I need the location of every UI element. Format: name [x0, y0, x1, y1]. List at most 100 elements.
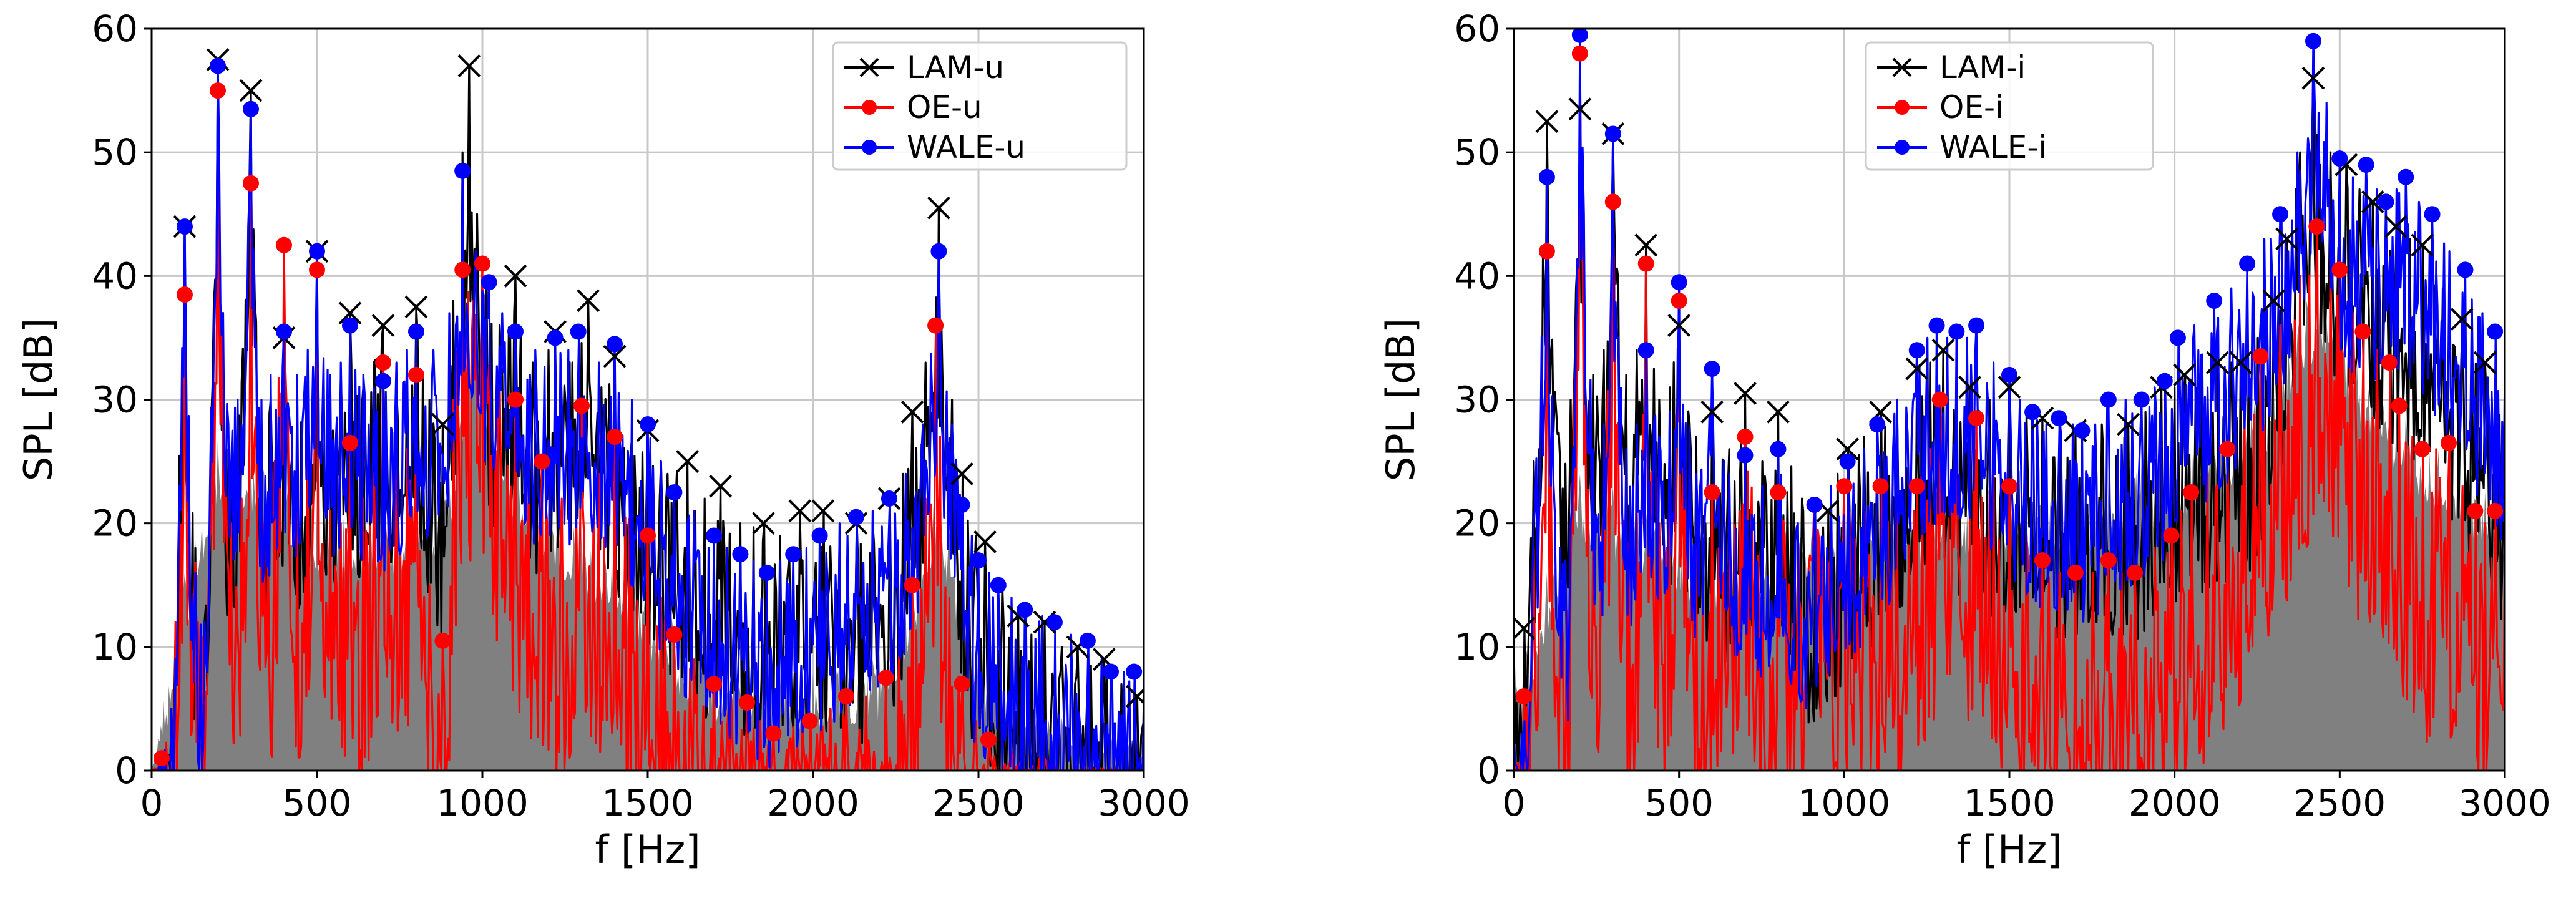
y-tick-label: 40 [92, 255, 138, 297]
data-point-wale-u [758, 564, 775, 581]
legend-label-oe-u: OE-u [907, 89, 982, 125]
data-point-wale-i [1604, 125, 1621, 142]
data-point-lam-u [788, 499, 812, 523]
data-point-oe-i [2252, 348, 2269, 365]
plot-area [1514, 29, 2505, 771]
data-point-lam-i [1734, 382, 1757, 406]
legend-box [1865, 41, 2154, 171]
legend-label-oe-i: OE-i [1939, 89, 2004, 125]
data-point-wale-i [2024, 404, 2041, 421]
data-point-oe-i [2001, 478, 2017, 495]
x-tick-label: 1500 [602, 782, 694, 824]
data-point-wale-u [1079, 632, 1096, 649]
data-point-wale-i [2206, 292, 2223, 309]
data-point-lam-i [1958, 376, 1981, 399]
data-point-wale-u [732, 546, 749, 563]
data-point-wale-i [1704, 360, 1720, 377]
x-tick-label: 1000 [1798, 782, 1891, 824]
data-point-oe-u [980, 731, 997, 748]
data-point-wale-u [811, 527, 828, 544]
data-point-lam-u [811, 499, 835, 523]
data-point-lam-i [1998, 376, 2021, 399]
legend-marker-oe-i [1895, 100, 1910, 115]
y-tick-label: 30 [1454, 379, 1500, 421]
x-tick-label: 0 [140, 782, 163, 824]
data-point-oe-i [1571, 45, 1588, 62]
data-point-oe-i [2127, 564, 2144, 581]
data-point-lam-u [239, 79, 263, 102]
data-point-oe-i [1637, 255, 1654, 272]
data-point-wale-u [970, 552, 987, 569]
data-point-oe-u [706, 676, 722, 693]
data-point-oe-u [454, 261, 471, 278]
data-point-oe-u [408, 366, 424, 383]
data-point-lam-i [2262, 289, 2285, 313]
legend-box [832, 41, 1128, 171]
data-point-lam-u [371, 314, 395, 338]
data-point-wale-u [210, 57, 226, 74]
data-point-oe-i [2034, 552, 2051, 569]
data-point-wale-u [1126, 663, 1143, 680]
data-point-wale-i [1571, 29, 1588, 43]
data-point-wale-u [481, 274, 497, 291]
data-point-lam-i [1667, 314, 1691, 338]
data-point-oe-i [2183, 484, 2200, 501]
data-point-lam-i [2411, 233, 2434, 257]
data-point-lam-u [973, 530, 997, 553]
data-point-wale-u [881, 490, 897, 507]
data-point-lam-u [950, 462, 973, 485]
y-tick-label: 0 [115, 749, 138, 792]
y-tick-label: 20 [1454, 502, 1500, 545]
data-point-wale-i [2331, 150, 2348, 167]
data-point-oe-u [153, 750, 170, 767]
x-tick-label: 500 [1644, 782, 1714, 824]
data-point-wale-u [342, 317, 358, 334]
data-point-wale-u [706, 527, 722, 544]
data-point-lam-u [404, 295, 428, 319]
data-point-wale-u [1046, 614, 1063, 631]
data-point-wale-u [276, 323, 292, 340]
data-point-oe-u [877, 670, 894, 686]
data-point-wale-i [2305, 32, 2321, 49]
data-point-oe-i [1704, 484, 1720, 501]
data-point-oe-u [904, 577, 920, 593]
y-tick-label: 40 [1454, 255, 1500, 297]
data-point-lam-i [2173, 363, 2196, 387]
y-tick-label: 50 [92, 131, 138, 173]
data-point-oe-u [276, 236, 292, 253]
data-point-wale-u [1017, 602, 1033, 618]
y-tick-label: 60 [92, 7, 138, 50]
data-point-lam-u [577, 289, 600, 313]
data-point-lam-i [2117, 412, 2140, 436]
y-tick-label: 30 [92, 379, 138, 421]
legend: LAM-u OE-u WALE-u [832, 41, 1128, 171]
data-point-oe-i [2219, 441, 2236, 457]
data-point-oe-i [1604, 193, 1621, 210]
x-tick-label: 500 [283, 782, 352, 824]
data-point-lam-i [1568, 97, 1592, 121]
data-point-wale-i [1806, 496, 1823, 513]
chart-panel-1: 0 500 1000 1500 2000 2500 3000 0 10 20 30 40 50 60 f [… [16, 7, 1190, 872]
data-point-lam-i [1634, 233, 1658, 257]
data-point-wale-u [547, 329, 564, 346]
x-axis-label: f [Hz] [595, 827, 700, 872]
data-point-oe-u [474, 255, 490, 272]
data-point-oe-u [210, 82, 226, 99]
data-point-oe-u [434, 632, 451, 649]
data-point-lam-i [1931, 338, 1955, 362]
data-point-wale-u [177, 218, 193, 235]
x-tick-label: 1000 [436, 782, 529, 824]
chart-panel-2: 0 500 1000 1500 2000 2500 3000 0 10 20 30 40 50 60 f [… [1378, 7, 2551, 872]
data-point-wale-i [2424, 206, 2441, 223]
data-point-oe-u [573, 397, 590, 414]
data-point-oe-u [666, 626, 683, 643]
data-point-wale-i [2074, 422, 2091, 439]
data-point-wale-u [847, 509, 864, 525]
data-point-wale-u [454, 162, 471, 179]
data-point-wale-u [607, 336, 623, 353]
data-point-wale-i [2239, 255, 2256, 272]
y-tick-label: 50 [1454, 131, 1500, 173]
data-point-wale-u [930, 243, 947, 260]
data-point-wale-i [2487, 323, 2504, 340]
